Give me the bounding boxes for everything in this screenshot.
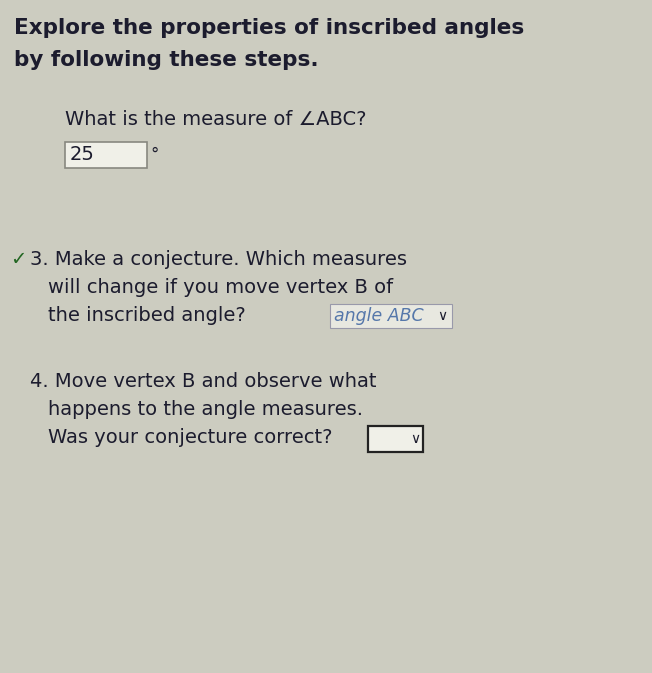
Text: happens to the angle measures.: happens to the angle measures. (48, 400, 363, 419)
Text: will change if you move vertex B of: will change if you move vertex B of (48, 278, 393, 297)
Text: ∨: ∨ (437, 309, 447, 323)
Text: °: ° (150, 146, 158, 164)
Text: the inscribed angle?: the inscribed angle? (48, 306, 246, 325)
FancyBboxPatch shape (65, 142, 147, 168)
Text: 3. Make a conjecture. Which measures: 3. Make a conjecture. Which measures (30, 250, 407, 269)
Text: Was your conjecture correct?: Was your conjecture correct? (48, 428, 333, 447)
Text: angle ABC: angle ABC (334, 307, 424, 325)
Text: Explore the properties of inscribed angles: Explore the properties of inscribed angl… (14, 18, 524, 38)
Text: What is the measure of ∠ABC?: What is the measure of ∠ABC? (65, 110, 366, 129)
FancyBboxPatch shape (368, 426, 423, 452)
Text: by following these steps.: by following these steps. (14, 50, 319, 70)
Text: 4. Move vertex B and observe what: 4. Move vertex B and observe what (30, 372, 376, 391)
FancyBboxPatch shape (330, 304, 452, 328)
Text: 25: 25 (70, 145, 95, 164)
Text: ∨: ∨ (410, 432, 420, 446)
Text: ✓: ✓ (10, 250, 26, 269)
